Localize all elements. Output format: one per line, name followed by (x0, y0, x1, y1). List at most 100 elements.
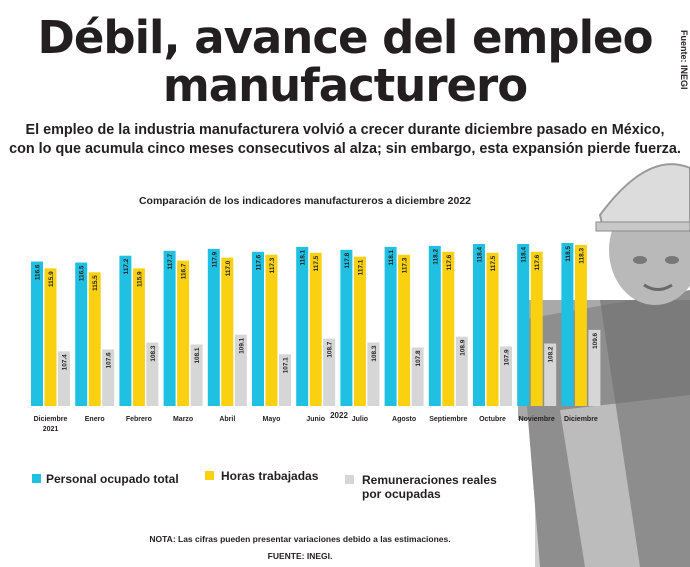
footnote: NOTA: Las cifras pueden presentar variac… (149, 534, 451, 544)
bar-personal-10 (473, 243, 485, 406)
value-label-horas-7: 117.1 (357, 259, 364, 275)
bar-horas-5 (265, 254, 278, 406)
value-label-personal-12: 118.5 (565, 246, 572, 262)
value-label-horas-12: 118.3 (578, 248, 585, 264)
x-label-3: Marzo (173, 416, 193, 423)
bar-personal-0 (31, 261, 43, 406)
bar-remuneraciones-3 (190, 344, 203, 406)
x-label-9: Septiembre (429, 416, 467, 423)
value-label-remuneraciones-10: 107.9 (504, 349, 511, 365)
value-label-personal-0: 116.6 (35, 264, 42, 280)
value-label-horas-5: 117.3 (269, 257, 276, 273)
side-caption: Fuente: INEGI (679, 30, 689, 90)
legend-swatch-personal (32, 474, 41, 483)
value-label-remuneraciones-7: 108.3 (371, 345, 378, 361)
headline: Débil, avance del empleo manufacturero (0, 14, 690, 110)
bar-remuneraciones-0 (58, 351, 70, 406)
x-label-4: Abril (219, 416, 235, 423)
x-label-7: Julio (352, 416, 368, 423)
bar-personal-6 (296, 246, 309, 406)
value-label-horas-6: 117.5 (313, 255, 320, 271)
headline-line-2: manufacturero (162, 59, 528, 112)
bar-personal-11 (517, 243, 530, 406)
value-label-horas-10: 117.5 (490, 255, 497, 271)
x-sublabel-0: 2021 (43, 426, 59, 433)
x-labels-group: Diciembre 2021 Enero Febrero Marzo Abril Mayo J… (34, 416, 598, 433)
value-label-horas-0: 115.9 (48, 271, 55, 287)
x-label-6: Junio (306, 416, 325, 423)
x-label-2: Febrero (126, 416, 152, 423)
bar-personal-4 (207, 248, 220, 406)
bar-horas-7 (353, 256, 366, 406)
bar-remuneraciones-6 (323, 338, 336, 406)
value-label-personal-3: 117.7 (167, 253, 174, 269)
value-label-remuneraciones-5: 107.1 (283, 357, 290, 373)
bar-remuneraciones-12 (588, 329, 601, 406)
legend-swatch-remuneraciones (345, 475, 354, 484)
bar-remuneraciones-8 (411, 347, 424, 406)
value-label-personal-7: 117.8 (344, 252, 351, 268)
value-label-remuneraciones-4: 109.1 (238, 337, 245, 353)
legend-label-remuneraciones-line-1: Remuneraciones reales (362, 473, 497, 487)
bar-remuneraciones-9 (455, 336, 468, 406)
bar-personal-8 (384, 246, 397, 406)
value-label-remuneraciones-12: 109.6 (592, 332, 599, 348)
bar-horas-9 (442, 251, 455, 406)
value-label-personal-1: 116.5 (79, 265, 86, 281)
subtitle-line-1: El empleo de la industria manufacturera … (25, 122, 665, 138)
bar-personal-3 (163, 250, 176, 406)
value-label-horas-1: 115.5 (92, 275, 99, 291)
value-label-personal-5: 117.6 (256, 254, 263, 270)
value-label-horas-11: 117.6 (534, 254, 541, 270)
value-label-horas-3: 116.7 (181, 263, 188, 279)
bar-horas-3 (177, 260, 190, 406)
bar-remuneraciones-2 (146, 342, 159, 406)
value-label-horas-4: 117.0 (225, 260, 232, 276)
bar-horas-11 (530, 251, 543, 406)
chart-title: Comparación de los indicadores manufactu… (138, 195, 472, 207)
bar-personal-7 (340, 249, 353, 406)
bar-horas-1 (88, 272, 101, 406)
value-label-remuneraciones-11: 108.2 (548, 346, 555, 362)
value-label-personal-10: 118.4 (477, 247, 484, 263)
value-label-remuneraciones-1: 107.6 (106, 352, 113, 368)
bar-horas-6 (309, 252, 322, 406)
x-label-10: Octubre (479, 416, 506, 423)
worker-illustration (518, 163, 690, 567)
value-label-remuneraciones-8: 107.8 (415, 350, 422, 366)
subtitle-line-2: con lo que acumula cinco meses consecuti… (9, 141, 681, 157)
source: FUENTE: INEGI. (267, 551, 333, 561)
value-label-remuneraciones-2: 108.3 (150, 345, 157, 361)
bar-personal-9 (428, 245, 441, 406)
bar-remuneraciones-5 (279, 354, 291, 406)
x-label-11: Noviembre (519, 416, 555, 423)
x-label-0: Diciembre (34, 416, 68, 423)
legend-label-horas: Horas trabajadas (221, 469, 319, 483)
bar-horas-8 (398, 254, 411, 406)
legend-label-remuneraciones-line-2: por ocupadas (362, 487, 441, 501)
legend-label-personal: Personal ocupado total (46, 472, 179, 486)
legend-label-remuneraciones: Remuneraciones reales por ocupadas (362, 473, 497, 501)
value-label-remuneraciones-9: 108.9 (459, 339, 466, 355)
bar-personal-12 (561, 243, 574, 406)
value-label-personal-11: 118.4 (521, 247, 528, 263)
bar-personal-2 (119, 255, 132, 406)
x-label-1: Enero (85, 416, 105, 423)
value-label-horas-9: 117.6 (446, 254, 453, 270)
value-label-remuneraciones-0: 107.4 (62, 354, 69, 370)
bar-remuneraciones-11 (544, 343, 557, 406)
bar-horas-12 (574, 244, 587, 406)
value-label-personal-8: 118.1 (388, 249, 395, 265)
bar-remuneraciones-10 (500, 346, 512, 406)
value-label-personal-9: 118.2 (432, 248, 439, 264)
year-label: 2022 (330, 411, 348, 420)
value-labels-group: 116.6 115.9 107.4 116.5 115.5 107.6 117.2 115.9… (35, 246, 599, 374)
bar-remuneraciones-4 (234, 334, 247, 406)
subtitle: El empleo de la industria manufacturera … (0, 121, 690, 159)
value-label-remuneraciones-6: 108.7 (327, 341, 334, 357)
bar-horas-0 (44, 268, 57, 406)
bar-personal-1 (75, 262, 88, 406)
value-label-personal-4: 117.9 (211, 251, 218, 267)
x-label-8: Agosto (392, 416, 416, 423)
